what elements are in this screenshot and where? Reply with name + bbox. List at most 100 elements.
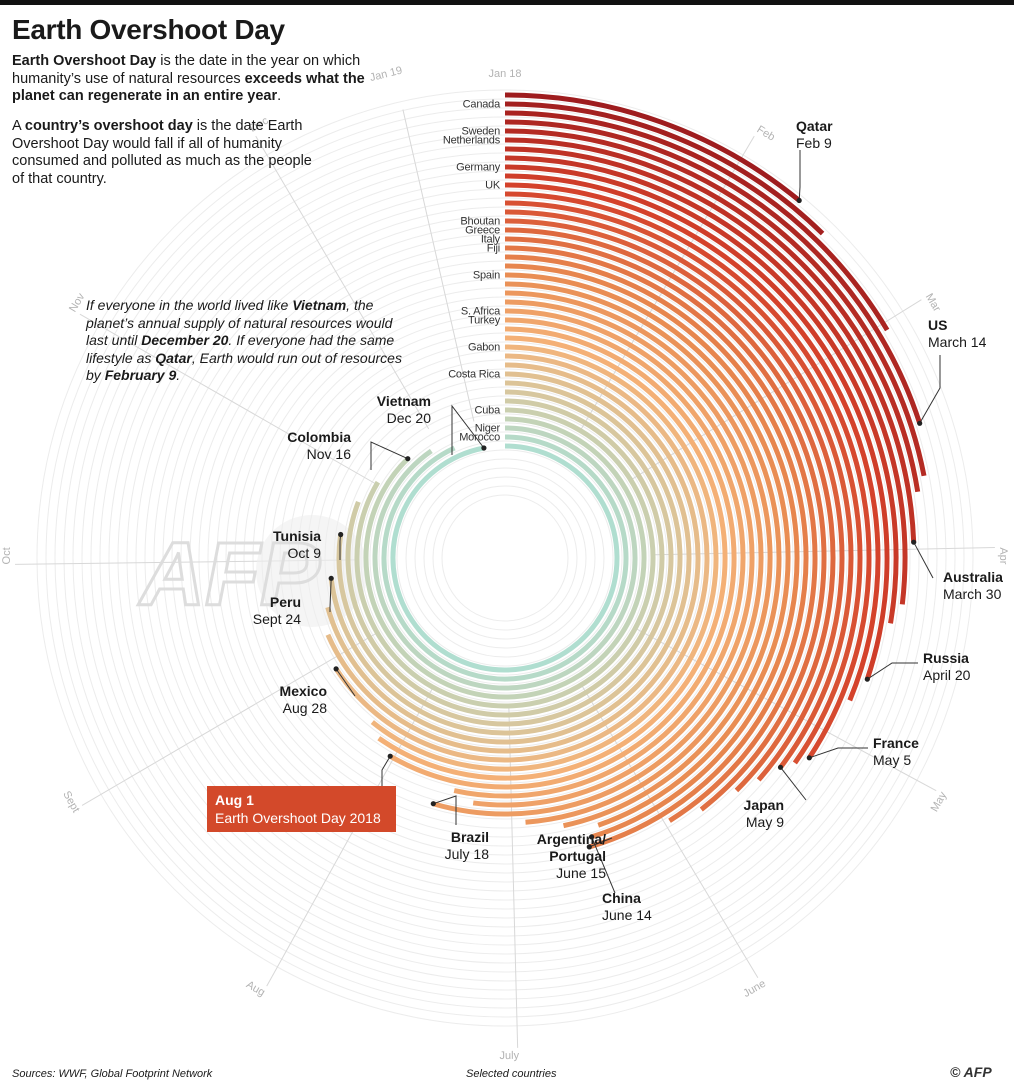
arc-world (388, 326, 737, 790)
month-label: July (499, 1050, 519, 1062)
leader-japan (780, 766, 807, 801)
month-spoke (255, 135, 430, 430)
arc-china (504, 263, 800, 840)
endpoint-dot-australia (911, 539, 917, 545)
country-label: Gabon (468, 342, 500, 354)
arc-australia (504, 146, 917, 543)
arc-qatar (504, 92, 801, 203)
country-label: Niger (475, 423, 501, 435)
arc-country (504, 281, 782, 829)
endpoint-dot-tunisia (338, 531, 344, 538)
quote-text-1: If everyone in the world lived like (86, 297, 293, 313)
callout-date-peru: Sept 24 (253, 611, 301, 627)
month-label: Mar (923, 292, 943, 315)
callout-date-vietnam: Dec 20 (387, 410, 432, 426)
callout-name-brazil: Brazil (451, 829, 489, 845)
endpoint-dot-qatar (796, 197, 802, 204)
intro-bold-3: country’s overshoot day (24, 118, 193, 134)
bg-ring (117, 170, 893, 946)
callout-date-australia: March 30 (943, 586, 1002, 602)
arc-japan (504, 209, 854, 769)
callout-label: Earth Overshoot Day 2018 (215, 810, 381, 826)
callout-date-russia: April 20 (923, 667, 971, 683)
callout-date-argentina-portugal: June 15 (556, 865, 606, 881)
bg-ring (405, 458, 605, 658)
arc-country (504, 200, 863, 765)
arc-italy (504, 236, 827, 812)
intro-text-4: is the date Earth Overshoot Day would fa… (12, 118, 312, 187)
arc-greece (504, 227, 836, 793)
leader-australia (913, 541, 934, 579)
arc-argentina-portugal (504, 254, 809, 850)
endpoint-dot-mexico (333, 666, 339, 672)
bg-ring (153, 206, 857, 910)
leader-france (809, 747, 868, 759)
arc-vietnam (390, 443, 620, 673)
endpoint-dot-china (589, 834, 595, 840)
bg-ring (252, 305, 758, 811)
country-arcs (325, 92, 927, 850)
quote-text-2: , the planet’s annual supply of natural … (86, 297, 393, 348)
bg-ring (396, 449, 614, 667)
callout-name-us: US (928, 317, 947, 333)
arc-fiji (504, 245, 818, 823)
bg-ring (423, 476, 587, 640)
bg-ring (189, 242, 821, 874)
arc-bhoutan (504, 218, 845, 782)
country-label: Spain (473, 270, 500, 282)
month-spoke (402, 109, 475, 422)
bg-ring (243, 296, 767, 820)
arc-uk (504, 182, 881, 702)
month-label: Jan 18 (488, 68, 521, 80)
arc-turkey (453, 317, 746, 799)
leader-mexico (335, 668, 356, 697)
arc-netherlands (504, 137, 921, 493)
arc-tunisia (336, 389, 674, 727)
callout-name-argentina-portugal: Argentina/ (537, 831, 606, 847)
bg-ring (81, 134, 929, 982)
bg-ring (414, 467, 596, 649)
callout-name-france: France (873, 735, 919, 751)
callout-date-china: June 14 (602, 907, 652, 923)
arc-country (345, 398, 665, 718)
bg-ring (378, 431, 632, 685)
bg-ring (171, 224, 839, 892)
intro-text-3: A (12, 118, 25, 134)
page-title: Earth Overshoot Day (12, 14, 285, 45)
month-spoke (266, 688, 433, 987)
endpoint-dot-japan (777, 764, 784, 770)
quote-text-5: . (176, 367, 181, 383)
month-label: Apr (997, 547, 1009, 564)
month-label: Feb (755, 124, 777, 144)
country-label: Costa Rica (448, 369, 501, 381)
leader-vietnam (451, 404, 485, 455)
month-label: Aug (244, 979, 267, 999)
arc-brazil (432, 299, 764, 817)
intro-paragraph-1: Earth Overshoot Day is the date in the y… (12, 53, 392, 106)
overshoot-day-callout: Aug 1 Earth Overshoot Day 2018 (207, 786, 396, 832)
quote-bold-4: February 9 (104, 367, 177, 383)
bg-ring (207, 260, 803, 856)
month-label: Oct (1, 547, 13, 564)
leader-peru (329, 578, 332, 612)
bg-ring (387, 440, 623, 676)
month-label: Nov (67, 291, 88, 314)
country-label: Italy (481, 234, 501, 246)
endpoint-dot-brazil (430, 801, 436, 807)
leader-russia (867, 662, 918, 680)
endpoint-dot-russia (864, 676, 870, 682)
month-label: June (741, 978, 768, 1000)
country-label: Greece (465, 225, 500, 237)
endpoint-dot-us (917, 420, 923, 426)
arc-gabon (370, 344, 719, 772)
country-label: Fiji (487, 243, 500, 255)
bg-ring (198, 251, 812, 865)
arc-country (377, 335, 728, 781)
arc-country (504, 290, 773, 825)
quote-text-3: . If everyone had the same lifestyle as (86, 332, 395, 366)
bg-ring (144, 197, 866, 919)
bg-ring (162, 215, 848, 901)
arc-cuba (354, 407, 656, 709)
endpoint-dot-vietnam (481, 445, 487, 451)
